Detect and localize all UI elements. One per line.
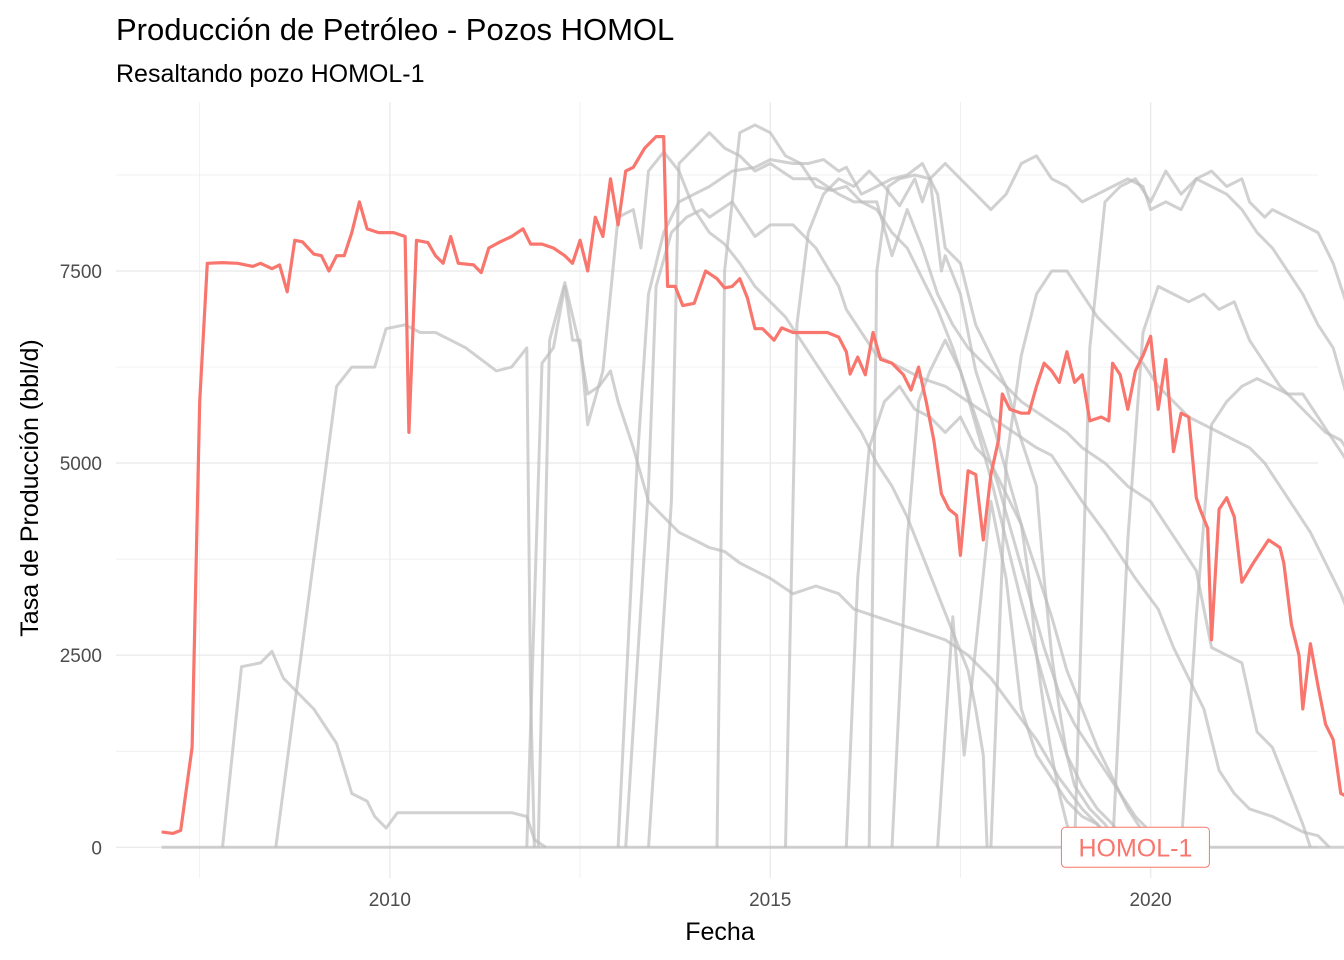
chart-subtitle: Resaltando pozo HOMOL-1 xyxy=(116,60,425,88)
background-series-line xyxy=(624,200,1331,849)
background-series-line xyxy=(784,169,1077,848)
background-series xyxy=(161,123,1344,849)
x-tick-label: 2020 xyxy=(1129,890,1171,911)
x-tick-label: 2010 xyxy=(369,890,411,911)
highlight-label-box xyxy=(1060,826,1210,868)
background-series-line xyxy=(867,154,1344,848)
highlight-label-group: HOMOL-1 xyxy=(1060,826,1210,868)
x-tick-label: 2015 xyxy=(749,890,791,911)
background-series-line xyxy=(221,649,547,849)
background-series-line xyxy=(616,158,1122,849)
background-series-line xyxy=(525,150,989,848)
background-series-line xyxy=(715,123,1160,848)
highlight-series-line xyxy=(161,135,1344,835)
y-axis-title: Tasa de Producción (bbl/d) xyxy=(16,339,44,636)
y-tick-label: 5000 xyxy=(60,454,102,475)
x-axis-title: Fecha xyxy=(685,918,755,946)
background-series-line xyxy=(844,384,1152,848)
background-series-line xyxy=(890,338,1130,849)
background-series-line xyxy=(936,500,1111,848)
y-tick-label: 7500 xyxy=(60,262,102,283)
background-series-line xyxy=(1111,284,1344,848)
background-series-line xyxy=(647,131,1312,848)
background-series-line xyxy=(989,269,1344,848)
background-series-line xyxy=(1073,169,1344,848)
highlight-series xyxy=(161,135,1344,835)
highlight-label: HOMOL-1 xyxy=(1078,834,1192,862)
x-axis-ticks: 2010 2015 2020 xyxy=(369,890,1172,911)
y-tick-label: 0 xyxy=(91,838,102,859)
y-tick-label: 2500 xyxy=(60,646,102,667)
background-series-line xyxy=(274,323,536,848)
background-series-line xyxy=(536,281,1114,848)
background-series-line xyxy=(1179,377,1344,848)
y-axis-ticks: 0 2500 5000 7500 xyxy=(60,262,102,859)
chart-title: Producción de Petróleo - Pozos HOMOL xyxy=(116,12,675,47)
